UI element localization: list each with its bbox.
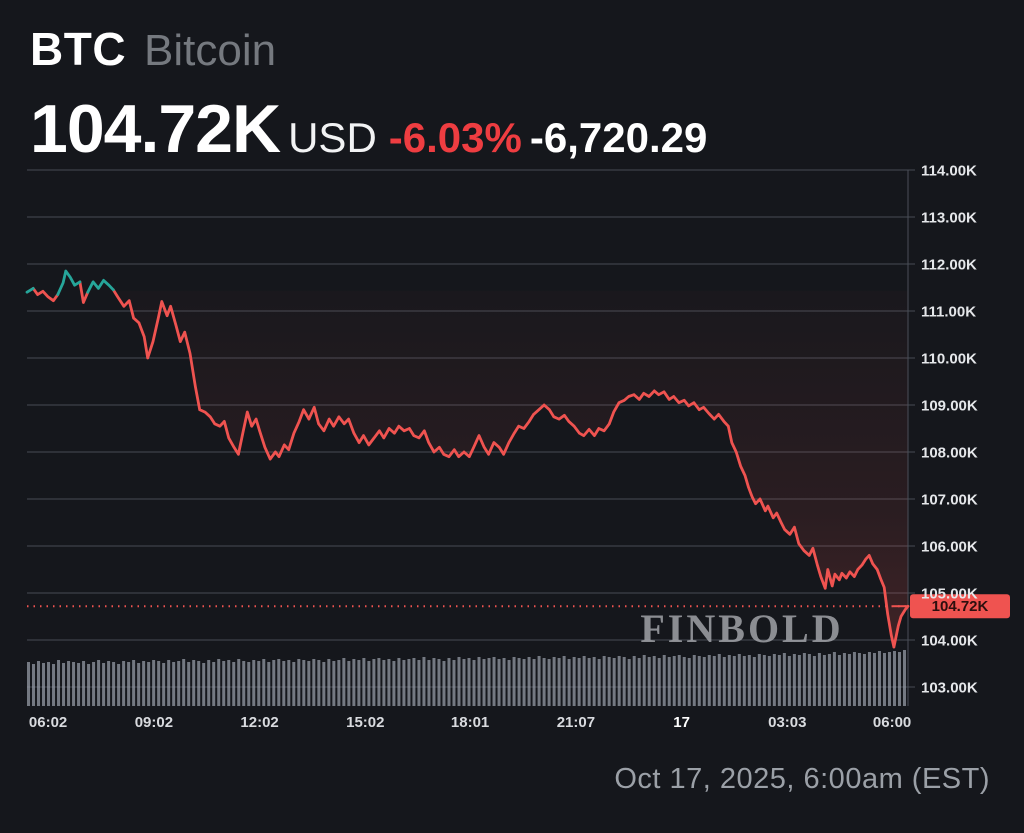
price-row: 104.72K USD -6.03% -6,720.29 xyxy=(30,90,707,168)
chart-timestamp: Oct 17, 2025, 6:00am (EST) xyxy=(614,763,990,795)
svg-text:18:01: 18:01 xyxy=(451,714,489,731)
svg-text:103.00K: 103.00K xyxy=(921,680,978,697)
svg-text:12:02: 12:02 xyxy=(240,714,278,731)
svg-text:114.00K: 114.00K xyxy=(921,163,977,180)
svg-text:106.00K: 106.00K xyxy=(921,539,978,556)
svg-text:104.00K: 104.00K xyxy=(921,633,978,650)
price-chart-svg[interactable]: FINBOLD 104.72K 114.00K 113.00K 112.00K 111… xyxy=(25,163,1024,740)
svg-text:21:07: 21:07 xyxy=(557,714,595,731)
svg-text:17: 17 xyxy=(673,714,690,731)
svg-text:112.00K: 112.00K xyxy=(921,257,977,274)
finbold-watermark: FINBOLD xyxy=(640,606,843,651)
ticker-row: BTC Bitcoin xyxy=(30,22,707,76)
price-line-down xyxy=(31,280,910,649)
svg-text:03:03: 03:03 xyxy=(768,714,806,731)
svg-text:110.00K: 110.00K xyxy=(921,351,977,368)
svg-text:09:02: 09:02 xyxy=(135,714,173,731)
svg-text:06:00: 06:00 xyxy=(873,714,911,731)
change-percent: -6.03% xyxy=(388,114,522,161)
svg-text:111.00K: 111.00K xyxy=(921,304,976,321)
badge-label: 104.72K xyxy=(932,598,989,615)
ticker-name: Bitcoin xyxy=(144,26,277,75)
area-fill xyxy=(27,290,908,648)
svg-text:105.00K: 105.00K xyxy=(921,586,978,603)
price-line-up xyxy=(25,269,115,296)
y-axis-labels: 114.00K 113.00K 112.00K 111.00K 110.00K 109.0… xyxy=(921,163,978,697)
svg-text:108.00K: 108.00K xyxy=(921,445,978,462)
ticker-symbol: BTC xyxy=(30,23,127,75)
current-price-badge: 104.72K xyxy=(893,594,1010,619)
volume-bars xyxy=(27,650,906,706)
price-chart[interactable]: FINBOLD 104.72K 114.00K 113.00K 112.00K 111… xyxy=(25,163,1024,740)
price-value: 104.72K xyxy=(30,91,281,167)
x-axis-labels: 06:02 09:02 12:02 15:02 18:01 21:07 17 03:03 06:… xyxy=(29,714,911,731)
svg-text:107.00K: 107.00K xyxy=(921,492,978,509)
svg-text:113.00K: 113.00K xyxy=(921,210,977,227)
svg-text:06:02: 06:02 xyxy=(29,714,67,731)
price-currency: USD xyxy=(288,114,377,161)
svg-text:109.00K: 109.00K xyxy=(921,398,978,415)
price-header: BTC Bitcoin 104.72K USD -6.03% -6,720.29 xyxy=(30,22,707,168)
svg-text:15:02: 15:02 xyxy=(346,714,384,731)
change-absolute: -6,720.29 xyxy=(529,114,708,161)
badge-background xyxy=(910,594,1010,619)
